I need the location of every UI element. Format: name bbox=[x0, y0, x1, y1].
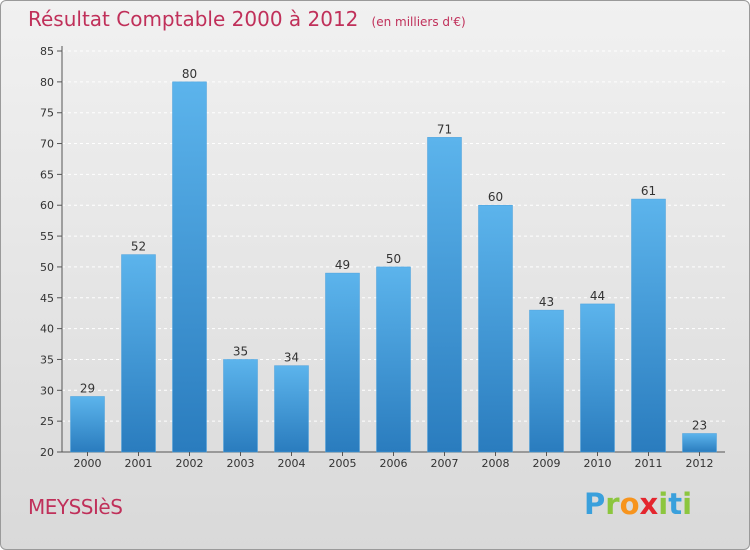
y-tick-label: 40 bbox=[40, 323, 54, 336]
y-tick-label: 55 bbox=[40, 230, 54, 243]
data-label: 34 bbox=[284, 351, 299, 365]
bar bbox=[121, 254, 156, 453]
logo-letter: x bbox=[639, 487, 659, 521]
y-tick-label: 25 bbox=[40, 415, 54, 428]
x-tick-label: 2012 bbox=[686, 457, 714, 470]
data-label: 49 bbox=[335, 258, 350, 272]
logo-letter: o bbox=[619, 487, 640, 521]
x-tick-label: 2000 bbox=[74, 457, 102, 470]
logo-letter: i bbox=[682, 487, 693, 521]
data-label: 61 bbox=[641, 184, 656, 198]
data-label: 80 bbox=[182, 67, 197, 81]
logo-letter: P bbox=[584, 487, 606, 521]
x-tick-label: 2001 bbox=[125, 457, 153, 470]
y-tick-label: 85 bbox=[40, 45, 54, 58]
bar bbox=[580, 303, 615, 453]
data-label: 43 bbox=[539, 295, 554, 309]
data-label: 29 bbox=[80, 381, 95, 395]
data-label: 50 bbox=[386, 252, 401, 266]
data-label: 52 bbox=[131, 240, 146, 254]
proxiti-logo: Proxiti bbox=[584, 487, 692, 521]
data-label: 35 bbox=[233, 344, 248, 358]
data-label: 71 bbox=[437, 122, 452, 136]
x-tick-label: 2008 bbox=[482, 457, 510, 470]
bar bbox=[223, 359, 258, 453]
chart-title: Résultat Comptable 2000 à 2012 bbox=[28, 7, 359, 31]
logo-letter: r bbox=[605, 487, 620, 521]
bar bbox=[631, 198, 666, 453]
x-tick-label: 2004 bbox=[278, 457, 306, 470]
y-tick-label: 30 bbox=[40, 384, 54, 397]
bar bbox=[427, 137, 462, 453]
data-label: 23 bbox=[692, 418, 707, 432]
y-tick-label: 20 bbox=[40, 446, 54, 459]
chart-title-block: Résultat Comptable 2000 à 2012 (en milli… bbox=[28, 7, 466, 31]
bar bbox=[376, 266, 411, 453]
bar bbox=[478, 204, 513, 453]
logo-letter: i bbox=[658, 487, 669, 521]
chart-subtitle: (en milliers d'€) bbox=[371, 15, 466, 29]
bar bbox=[529, 309, 564, 453]
x-tick-label: 2006 bbox=[380, 457, 408, 470]
y-tick-label: 75 bbox=[40, 107, 54, 120]
x-tick-label: 2005 bbox=[329, 457, 357, 470]
x-tick-label: 2002 bbox=[176, 457, 204, 470]
bar bbox=[70, 396, 105, 453]
y-tick-label: 70 bbox=[40, 138, 54, 151]
bar bbox=[274, 365, 309, 453]
x-tick-label: 2007 bbox=[431, 457, 459, 470]
x-tick-label: 2010 bbox=[584, 457, 612, 470]
y-tick-label: 50 bbox=[40, 261, 54, 274]
y-tick-label: 60 bbox=[40, 199, 54, 212]
logo-letter: t bbox=[668, 487, 683, 521]
bar bbox=[325, 272, 360, 453]
y-tick-label: 45 bbox=[40, 292, 54, 305]
data-label: 44 bbox=[590, 289, 605, 303]
x-tick-label: 2011 bbox=[635, 457, 663, 470]
y-tick-label: 80 bbox=[40, 76, 54, 89]
y-tick-label: 35 bbox=[40, 353, 54, 366]
x-tick-label: 2003 bbox=[227, 457, 255, 470]
commune-name: MEYSSIèS bbox=[28, 495, 123, 519]
y-tick-label: 65 bbox=[40, 168, 54, 181]
data-label: 60 bbox=[488, 190, 503, 204]
bar bbox=[172, 81, 207, 453]
x-tick-label: 2009 bbox=[533, 457, 561, 470]
bar bbox=[682, 433, 717, 453]
